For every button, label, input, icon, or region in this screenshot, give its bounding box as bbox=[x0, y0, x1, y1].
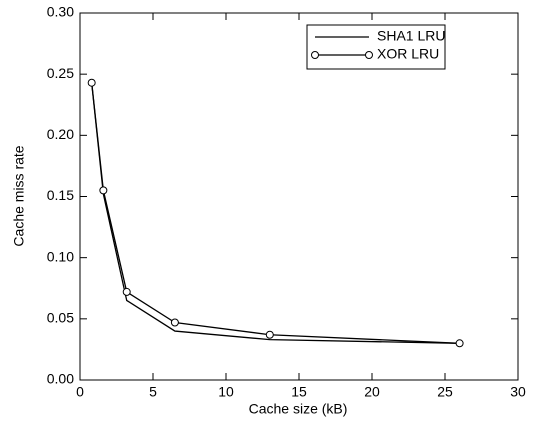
y-tick-label: 0.00 bbox=[47, 371, 74, 387]
y-axis-label: Cache miss rate bbox=[11, 145, 27, 246]
data-point bbox=[122, 287, 131, 296]
y-tick-label: 0.30 bbox=[47, 4, 74, 20]
data-point bbox=[99, 186, 108, 195]
x-tick-label: 5 bbox=[149, 384, 157, 400]
data-point bbox=[170, 318, 179, 327]
y-tick-label: 0.10 bbox=[47, 248, 74, 264]
legend-label: SHA1 LRU bbox=[377, 28, 445, 44]
legend-marker bbox=[365, 51, 373, 59]
x-tick-label: 20 bbox=[364, 384, 380, 400]
series-line bbox=[91, 82, 460, 344]
legend-box bbox=[306, 24, 446, 70]
x-tick-label: 30 bbox=[510, 384, 526, 400]
y-tick-label: 0.20 bbox=[47, 126, 74, 142]
plot-frame bbox=[79, 12, 519, 381]
x-tick-label: 10 bbox=[218, 384, 234, 400]
y-tick-label: 0.05 bbox=[47, 310, 74, 326]
x-tick-label: 0 bbox=[76, 384, 84, 400]
legend-label: XOR LRU bbox=[377, 46, 439, 62]
y-tick-label: 0.25 bbox=[47, 65, 74, 81]
x-axis-label: Cache size (kB) bbox=[249, 401, 348, 417]
data-point bbox=[265, 330, 274, 339]
legend-marker bbox=[311, 51, 319, 59]
data-point bbox=[455, 339, 464, 348]
y-tick-label: 0.15 bbox=[47, 187, 74, 203]
x-tick-label: 25 bbox=[437, 384, 453, 400]
data-point bbox=[87, 78, 96, 87]
x-tick-label: 15 bbox=[291, 384, 307, 400]
